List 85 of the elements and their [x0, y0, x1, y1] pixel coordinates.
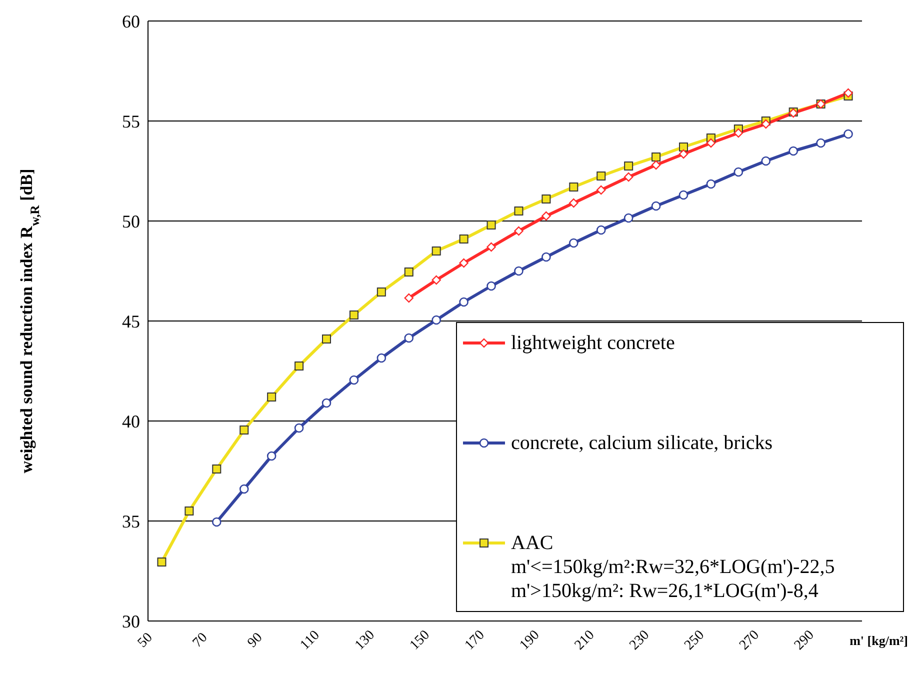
- point: [761, 156, 771, 166]
- point: [239, 484, 249, 494]
- point: [266, 451, 276, 461]
- y-tick-label: 50: [122, 211, 140, 232]
- point: [322, 334, 331, 344]
- point: [624, 213, 634, 223]
- x-tick-label: 230: [627, 628, 653, 654]
- x-tick-label: 150: [407, 628, 433, 654]
- point: [294, 362, 304, 370]
- x-tick-label: 110: [298, 628, 323, 654]
- point: [349, 310, 358, 320]
- point: [788, 146, 798, 156]
- point: [240, 426, 249, 434]
- point: [459, 234, 468, 244]
- point: [212, 464, 222, 474]
- point: [542, 252, 551, 262]
- point: [432, 246, 441, 256]
- point: [404, 293, 414, 303]
- y-tick-label: 35: [122, 511, 140, 532]
- x-tick-label: 190: [517, 628, 543, 654]
- point: [404, 333, 414, 343]
- point: [734, 128, 744, 138]
- point: [322, 398, 332, 408]
- point: [267, 392, 276, 402]
- point: [486, 242, 496, 252]
- point: [678, 190, 688, 200]
- x-tick-label: 130: [352, 628, 378, 654]
- point: [734, 167, 744, 177]
- y-tick-label: 55: [122, 111, 140, 132]
- point: [542, 194, 551, 204]
- point: [349, 375, 359, 385]
- point: [624, 162, 634, 170]
- point: [569, 198, 578, 208]
- point: [624, 172, 634, 182]
- point: [459, 297, 468, 307]
- legend-label: concrete, calcium silicate, bricks: [511, 431, 773, 455]
- x-tick-label: 270: [736, 628, 762, 654]
- point: [569, 238, 578, 248]
- point: [844, 129, 853, 139]
- point: [459, 258, 468, 268]
- point: [706, 138, 716, 148]
- legend-label: lightweight concrete: [511, 331, 675, 355]
- point: [432, 275, 441, 285]
- point: [157, 558, 166, 566]
- y-tick-label: 45: [122, 311, 140, 332]
- x-tick-label: 170: [462, 628, 488, 654]
- annotation: m'>150kg/m²: Rw=26,1*LOG(m')-8,4: [511, 579, 820, 603]
- point: [542, 211, 551, 221]
- point: [816, 138, 826, 148]
- x-axis-title: m' [kg/m²]: [850, 633, 908, 648]
- point: [761, 119, 770, 129]
- point: [376, 353, 386, 363]
- point: [212, 517, 222, 527]
- x-tick-label: 70: [190, 630, 211, 651]
- point: [184, 506, 194, 516]
- point: [706, 179, 716, 189]
- point: [514, 266, 524, 276]
- point: [652, 152, 661, 162]
- y-tick-label: 30: [122, 611, 140, 632]
- point: [679, 142, 688, 152]
- y-tick-label: 60: [122, 11, 140, 32]
- annotation: m'<=150kg/m²:Rw=32,6*LOG(m')-22,5: [511, 555, 835, 579]
- x-tick-label: 290: [792, 628, 818, 654]
- point: [651, 160, 661, 170]
- point: [844, 88, 853, 98]
- point: [404, 268, 414, 276]
- point: [514, 226, 524, 236]
- point: [432, 315, 441, 325]
- x-tick-label: 210: [572, 628, 598, 654]
- point: [596, 185, 606, 195]
- point: [596, 225, 606, 235]
- point: [596, 172, 606, 180]
- point: [678, 149, 688, 159]
- point: [294, 423, 304, 433]
- x-tick-label: 50: [135, 630, 156, 651]
- point: [514, 206, 524, 216]
- y-tick-label: 40: [122, 411, 140, 432]
- point: [376, 288, 386, 296]
- point: [486, 220, 496, 230]
- x-tick-label: 90: [245, 630, 266, 651]
- x-tick-label: 250: [682, 628, 708, 654]
- point: [486, 281, 496, 291]
- legend-label: AAC: [511, 531, 554, 555]
- point: [651, 201, 661, 211]
- point: [569, 182, 578, 192]
